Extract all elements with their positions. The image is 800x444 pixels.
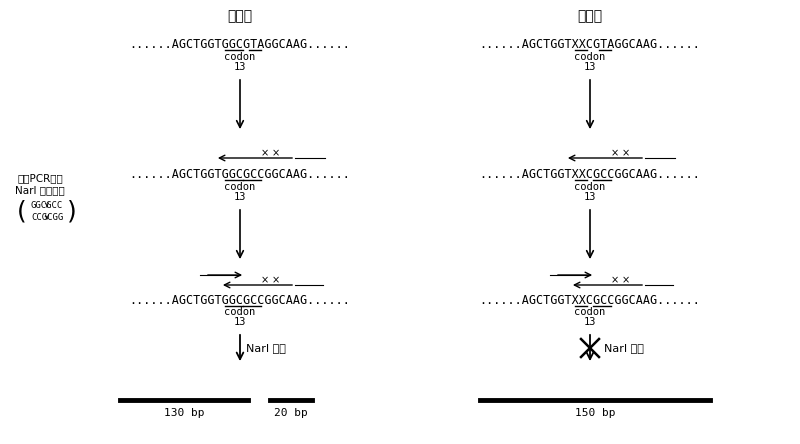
Text: (: (: [17, 200, 27, 224]
Text: codon: codon: [574, 182, 606, 192]
Text: codon: codon: [224, 52, 256, 62]
Text: 20 bp: 20 bp: [274, 408, 308, 418]
Text: ×: ×: [272, 275, 280, 285]
Text: ×: ×: [622, 275, 630, 285]
Text: NarI 酶切: NarI 酶切: [246, 343, 286, 353]
Text: 13: 13: [584, 62, 596, 72]
Text: 通过PCR引入: 通过PCR引入: [17, 173, 63, 183]
Text: ......AGCTGGTGGCGTAGGCAAG......: ......AGCTGGTGGCGTAGGCAAG......: [130, 39, 350, 52]
Text: ): ): [67, 200, 77, 224]
Text: ......AGCTGGTXXCGCCGGCAAG......: ......AGCTGGTXXCGCCGGCAAG......: [479, 293, 701, 306]
Text: 13: 13: [234, 62, 246, 72]
Text: 150 bp: 150 bp: [574, 408, 615, 418]
Text: ×: ×: [622, 148, 630, 158]
Text: ......AGCTGGTGGCGCCGGCAAG......: ......AGCTGGTGGCGCCGGCAAG......: [130, 293, 350, 306]
Text: ×: ×: [261, 275, 269, 285]
Text: ......AGCTGGTGGCGCCGGCAAG......: ......AGCTGGTGGCGCCGGCAAG......: [130, 169, 350, 182]
Text: codon: codon: [224, 307, 256, 317]
Text: 13: 13: [234, 192, 246, 202]
Text: ......AGCTGGTXXCGCCGGCAAG......: ......AGCTGGTXXCGCCGGCAAG......: [479, 169, 701, 182]
Text: 13: 13: [234, 317, 246, 327]
Text: 野生型: 野生型: [227, 9, 253, 23]
Text: 13: 13: [584, 317, 596, 327]
Text: codon: codon: [224, 182, 256, 192]
Text: codon: codon: [574, 307, 606, 317]
Text: ×: ×: [611, 275, 619, 285]
Text: ×: ×: [611, 148, 619, 158]
Text: codon: codon: [574, 52, 606, 62]
Text: NarI 酶切: NarI 酶切: [604, 343, 644, 353]
Text: 13: 13: [584, 192, 596, 202]
Text: ×: ×: [261, 148, 269, 158]
Text: CCGCGG: CCGCGG: [31, 213, 63, 222]
Text: ......AGCTGGTXXCGTAGGCAAG......: ......AGCTGGTXXCGTAGGCAAG......: [479, 39, 701, 52]
Text: 突变型: 突变型: [578, 9, 602, 23]
Text: NarI 酶切位点: NarI 酶切位点: [15, 185, 65, 195]
Text: ×: ×: [272, 148, 280, 158]
Text: GGCGCC: GGCGCC: [31, 201, 63, 210]
Text: 130 bp: 130 bp: [164, 408, 204, 418]
